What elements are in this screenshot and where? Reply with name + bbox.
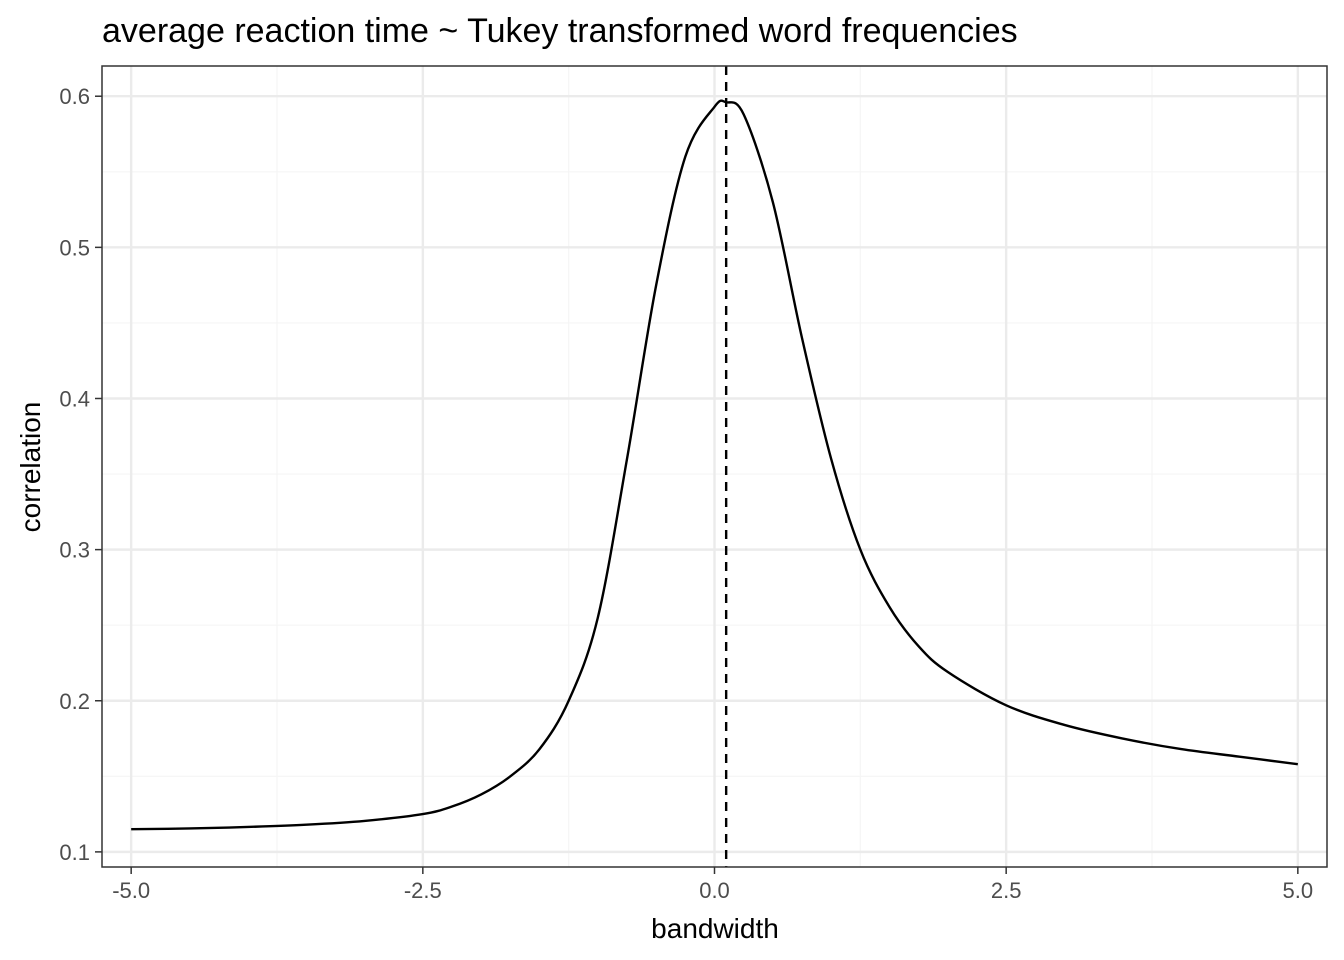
x-tick-label: 2.5 <box>991 878 1022 903</box>
chart-title: average reaction time ~ Tukey transforme… <box>102 12 1018 50</box>
series-line <box>131 99 1298 831</box>
series-layer <box>131 99 1298 831</box>
x-axis-title: bandwidth <box>651 913 779 944</box>
y-tick-label: 0.3 <box>59 538 90 563</box>
x-tick-label: -2.5 <box>404 878 442 903</box>
y-tick-label: 0.4 <box>59 386 90 411</box>
y-tick-label: 0.6 <box>59 84 90 109</box>
y-axis: 0.1 0.2 0.3 0.4 0.5 0.6 <box>59 84 102 865</box>
y-axis-title: correlation <box>15 402 46 533</box>
x-tick-label: 0.0 <box>699 878 730 903</box>
x-tick-label: -5.0 <box>112 878 150 903</box>
x-axis: -5.0 -2.5 0.0 2.5 5.0 <box>112 867 1313 903</box>
y-tick-label: 0.5 <box>59 235 90 260</box>
grid-major <box>102 66 1327 867</box>
x-tick-label: 5.0 <box>1283 878 1314 903</box>
y-tick-label: 0.2 <box>59 689 90 714</box>
y-tick-label: 0.1 <box>59 840 90 865</box>
